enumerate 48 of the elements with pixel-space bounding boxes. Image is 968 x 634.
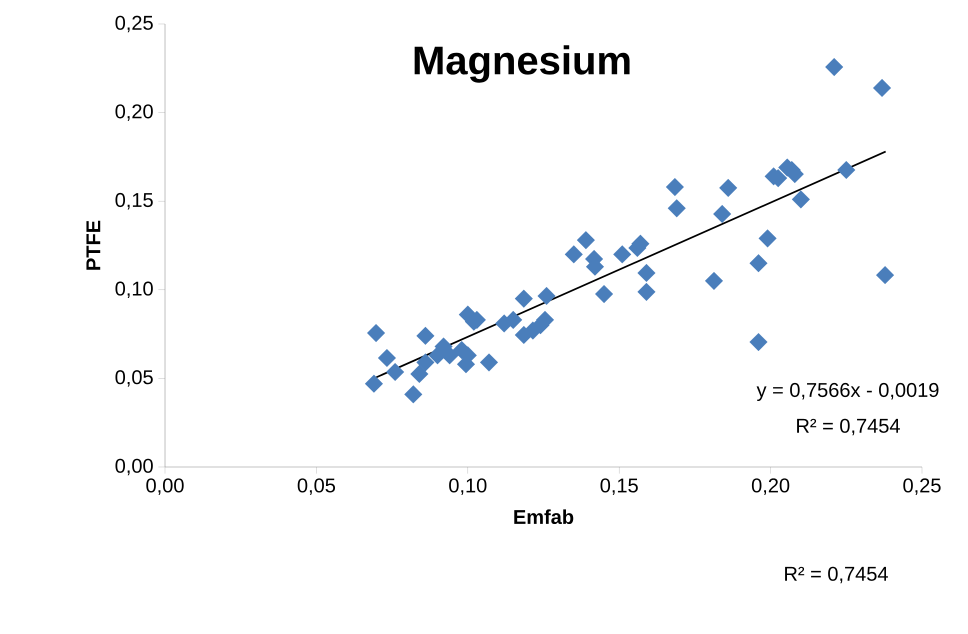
point <box>825 58 844 76</box>
x-tick-label: 0,05 <box>298 478 336 495</box>
point <box>480 353 498 372</box>
point <box>750 254 768 272</box>
annotation: R² = 0,7454 <box>797 418 900 436</box>
point <box>638 282 656 301</box>
point <box>719 178 738 197</box>
y-tick-label: 0,00 <box>115 458 153 476</box>
point <box>613 245 632 264</box>
point <box>668 199 686 218</box>
y-tick-label: 0,20 <box>115 104 153 121</box>
x-tick-label: 0,00 <box>146 478 184 495</box>
x-axis-title: Emfab <box>514 509 574 524</box>
point <box>705 272 723 290</box>
x-tick-label: 0,15 <box>600 478 638 495</box>
point <box>758 229 777 248</box>
point <box>666 178 684 196</box>
point <box>564 245 583 264</box>
point <box>386 363 404 381</box>
point <box>576 231 595 250</box>
point <box>410 365 428 383</box>
point <box>404 385 422 404</box>
point <box>792 190 810 208</box>
point <box>416 326 434 345</box>
point <box>367 324 385 342</box>
point <box>873 79 891 97</box>
y-tick-label: 0,25 <box>115 16 153 32</box>
x-tick-label: 0,20 <box>752 478 790 495</box>
point <box>638 264 656 282</box>
point <box>595 285 614 303</box>
y-axis-title: PTFE <box>86 220 100 270</box>
point <box>364 374 383 393</box>
point <box>876 266 894 284</box>
point <box>837 161 856 179</box>
point <box>713 205 732 223</box>
y-tick-label: 0,05 <box>115 370 153 387</box>
x-tick-label: 0,25 <box>903 478 941 495</box>
annotation: y = 0,7566x - 0,0019 <box>756 382 938 402</box>
point <box>538 287 556 305</box>
y-tick-label: 0,10 <box>115 282 153 298</box>
text: R² = 0,7454 <box>785 566 888 584</box>
y-tick-label: 0,15 <box>115 192 153 210</box>
x-tick-label: 0,10 <box>449 478 486 495</box>
point <box>416 353 434 372</box>
chart-title: Magnesium <box>414 45 630 83</box>
point <box>514 290 533 308</box>
point <box>378 349 396 367</box>
point <box>750 333 768 352</box>
